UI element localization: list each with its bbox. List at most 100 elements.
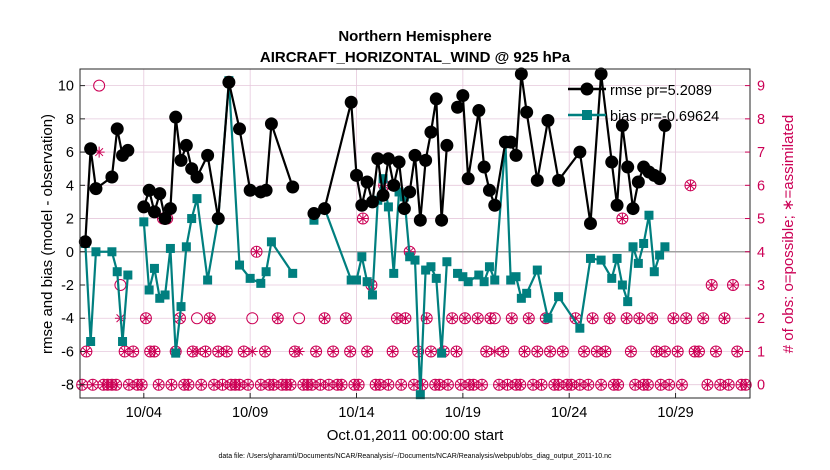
obs-assimilated-marker bbox=[382, 379, 394, 391]
bias-marker bbox=[442, 257, 452, 267]
obs-assimilated-marker bbox=[395, 379, 407, 391]
rmse-marker bbox=[365, 195, 379, 209]
obs-assimilated-marker bbox=[672, 345, 684, 357]
bias-marker bbox=[543, 313, 553, 323]
obs-assimilated-marker bbox=[357, 213, 369, 225]
obs-assimilated-marker bbox=[399, 312, 411, 324]
obs-assimilated-marker bbox=[731, 345, 743, 357]
obs-assimilated-marker bbox=[182, 379, 194, 391]
obs-assimilated-marker bbox=[684, 179, 696, 191]
obs-assimilated-marker bbox=[625, 345, 637, 357]
rmse-marker bbox=[243, 183, 257, 197]
obs-assimilated-marker bbox=[676, 379, 688, 391]
bias-marker bbox=[139, 217, 149, 227]
bias-series bbox=[80, 76, 670, 400]
legend-rmse-marker bbox=[580, 82, 594, 96]
bias-marker bbox=[155, 293, 165, 303]
x-tick-label: 10/29 bbox=[657, 405, 693, 421]
obs-assimilated-marker bbox=[306, 379, 318, 391]
rmse-marker bbox=[84, 142, 98, 156]
bias-marker bbox=[256, 278, 266, 288]
legend-rmse-label: rmse pr=5.2089 bbox=[610, 83, 712, 99]
rmse-marker bbox=[392, 155, 406, 169]
obs-assimilated-marker bbox=[327, 345, 339, 357]
obs-assimilated-marker bbox=[514, 379, 526, 391]
obs-assimilated-marker bbox=[217, 379, 229, 391]
y-tick-label-right: 8 bbox=[757, 112, 765, 128]
bias-marker bbox=[399, 192, 409, 202]
rmse-marker bbox=[174, 153, 188, 167]
bias-marker bbox=[421, 265, 431, 275]
obs-assimilated-marker bbox=[578, 345, 590, 357]
rmse-marker bbox=[158, 212, 172, 226]
obs-assimilated-marker bbox=[485, 312, 497, 324]
obs-assimilated-marker bbox=[353, 379, 365, 391]
obs-assimilated-marker bbox=[472, 312, 484, 324]
obs-assimilated-marker bbox=[536, 379, 548, 391]
obs-assimilated-marker bbox=[455, 379, 467, 391]
obs-assimilated-marker bbox=[408, 379, 420, 391]
rmse-marker bbox=[121, 143, 135, 157]
obs-assimilated-marker bbox=[497, 345, 509, 357]
rmse-marker bbox=[408, 148, 422, 162]
y-tick-label-right: 3 bbox=[757, 278, 765, 294]
obs-assimilated-marker bbox=[153, 379, 165, 391]
rmse-marker bbox=[541, 114, 555, 128]
bias-marker bbox=[655, 250, 665, 260]
rmse-marker bbox=[360, 175, 374, 189]
obs-assimilated-marker bbox=[489, 345, 501, 357]
rmse-marker bbox=[137, 200, 151, 214]
obs-assimilated-marker bbox=[582, 379, 594, 391]
rmse-marker bbox=[429, 92, 443, 106]
bias-marker bbox=[187, 214, 197, 224]
bias-marker bbox=[644, 210, 654, 220]
rmse-marker bbox=[381, 152, 395, 166]
y-tick-label-left: -6 bbox=[61, 344, 74, 360]
rmse-marker bbox=[482, 183, 496, 197]
obs-assimilated-marker bbox=[595, 379, 607, 391]
x-tick-label: 10/24 bbox=[551, 405, 587, 421]
obs-assimilated-marker bbox=[587, 312, 599, 324]
rmse-marker bbox=[610, 198, 624, 212]
obs-assimilated-marker bbox=[136, 379, 148, 391]
obs-assimilated-marker bbox=[238, 345, 250, 357]
rmse-marker bbox=[461, 172, 475, 186]
obs-assimilated-marker bbox=[340, 312, 352, 324]
bias-marker bbox=[463, 277, 473, 287]
bias-marker bbox=[410, 255, 420, 265]
bias-marker bbox=[383, 202, 393, 212]
obs-assimilated-marker bbox=[727, 279, 739, 291]
bias-marker bbox=[649, 267, 659, 277]
y-tick-label-right: 9 bbox=[757, 79, 765, 95]
obs-assimilated-marker bbox=[251, 246, 263, 258]
y-tick-label-left: 0 bbox=[66, 245, 74, 261]
rmse-marker bbox=[110, 122, 124, 136]
obs-assimilated-marker bbox=[544, 345, 556, 357]
rmse-marker bbox=[78, 235, 92, 249]
bias-marker bbox=[235, 260, 245, 270]
rmse-marker bbox=[520, 105, 534, 119]
bias-marker bbox=[612, 253, 622, 263]
rmse-marker bbox=[264, 117, 278, 131]
obs-assimilated-marker bbox=[199, 345, 211, 357]
obs-assimilated-marker bbox=[565, 379, 577, 391]
rmse-marker bbox=[211, 212, 225, 226]
obs-assimilated-marker bbox=[467, 379, 479, 391]
bias-marker bbox=[617, 280, 627, 290]
obs-assimilated-marker bbox=[710, 345, 722, 357]
rmse-marker bbox=[344, 95, 358, 109]
obs-assimilated-marker bbox=[646, 312, 658, 324]
obs-assimilated-marker bbox=[693, 345, 705, 357]
bias-marker bbox=[112, 267, 122, 277]
obs-assimilated-marker bbox=[612, 379, 624, 391]
rmse-marker bbox=[397, 202, 411, 216]
bias-marker bbox=[426, 262, 436, 272]
footnote: data file: /Users/gharamti/Documents/NCA… bbox=[218, 453, 612, 460]
obs-assimilated-marker bbox=[714, 379, 726, 391]
bias-marker bbox=[181, 242, 191, 252]
bias-marker bbox=[596, 255, 606, 265]
x-tick-label: 10/09 bbox=[232, 405, 268, 421]
rmse-marker bbox=[435, 213, 449, 227]
obs-assimilated-marker bbox=[268, 379, 280, 391]
